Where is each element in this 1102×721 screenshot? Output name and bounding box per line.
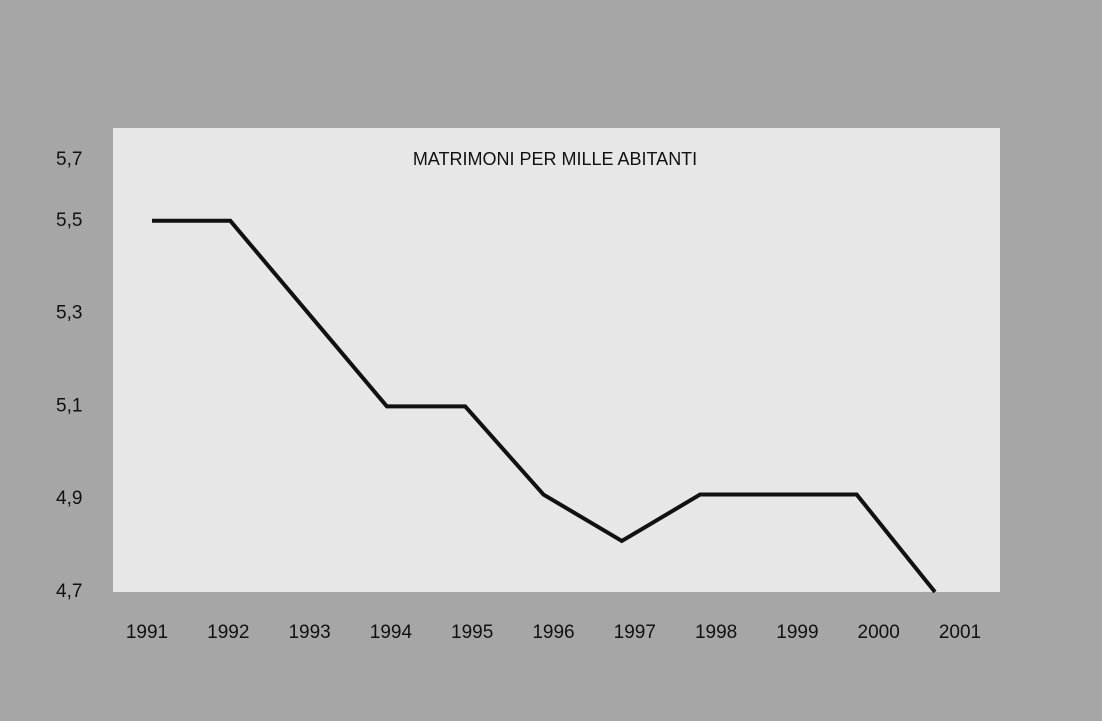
x-tick-label: 1994	[370, 622, 413, 643]
x-tick-label: 1996	[532, 622, 574, 643]
plot-area	[113, 128, 1000, 592]
x-tick-label: 2000	[858, 622, 900, 643]
x-tick-label: 2001	[939, 622, 981, 643]
x-tick-label: 1999	[776, 622, 818, 643]
y-tick-label: 5,7	[56, 149, 82, 170]
x-tick-label: 1997	[614, 622, 656, 643]
y-tick-label: 5,3	[56, 303, 82, 324]
x-tick-label: 1993	[288, 622, 330, 643]
y-tick-label: 4,9	[56, 488, 82, 509]
x-tick-label: 1992	[207, 622, 249, 643]
chart-title: MATRIMONI PER MILLE ABITANTI	[413, 149, 697, 169]
y-tick-label: 4,7	[56, 581, 82, 602]
x-tick-label: 1998	[695, 622, 737, 643]
y-tick-label: 5,5	[56, 210, 82, 231]
data-line	[152, 218, 937, 594]
x-tick-label: 1991	[126, 622, 168, 643]
x-tick-label: 1995	[451, 622, 493, 643]
y-tick-label: 5,1	[56, 395, 82, 416]
